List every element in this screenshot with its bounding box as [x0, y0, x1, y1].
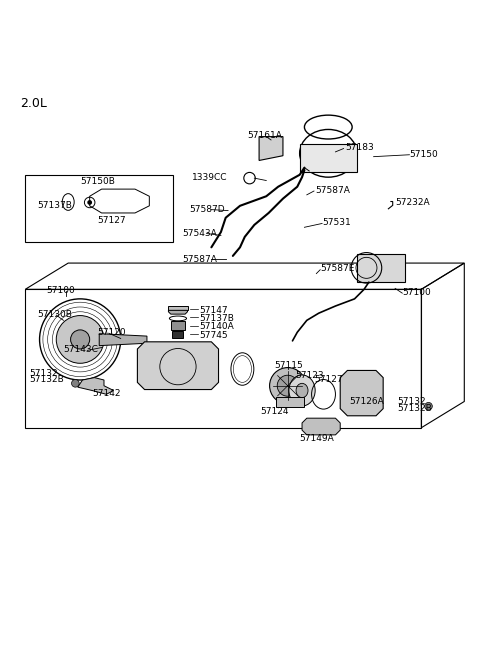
Polygon shape — [357, 253, 405, 282]
Text: 57543A: 57543A — [183, 229, 217, 238]
Text: 57130B: 57130B — [37, 310, 72, 318]
Polygon shape — [168, 306, 188, 310]
Circle shape — [270, 367, 306, 404]
Text: 57115: 57115 — [275, 361, 303, 369]
Ellipse shape — [296, 383, 308, 398]
Text: 57150B: 57150B — [80, 177, 115, 186]
Text: 57127: 57127 — [314, 375, 343, 384]
Circle shape — [56, 316, 104, 364]
Circle shape — [277, 375, 298, 396]
Polygon shape — [171, 322, 185, 330]
Text: 57120: 57120 — [97, 328, 125, 337]
Polygon shape — [172, 331, 183, 338]
Text: 57161A: 57161A — [247, 131, 282, 140]
Ellipse shape — [289, 375, 315, 406]
Text: 57132: 57132 — [29, 369, 58, 378]
Text: 57587E: 57587E — [320, 265, 355, 273]
Ellipse shape — [87, 200, 92, 205]
Text: 57587D: 57587D — [189, 204, 225, 214]
Text: 57126A: 57126A — [350, 398, 384, 407]
Text: 2.0L: 2.0L — [21, 97, 48, 109]
Polygon shape — [99, 333, 147, 346]
Circle shape — [425, 402, 432, 410]
Text: 57143C: 57143C — [63, 345, 98, 354]
Text: 57140A: 57140A — [199, 322, 234, 331]
Text: 57531: 57531 — [322, 218, 351, 227]
Text: 57124: 57124 — [261, 407, 289, 417]
Text: 57123: 57123 — [295, 371, 324, 380]
Text: 57150: 57150 — [409, 150, 438, 159]
Text: 57232A: 57232A — [395, 198, 430, 207]
Text: 57142: 57142 — [92, 389, 120, 398]
Text: 57132: 57132 — [397, 397, 426, 406]
Circle shape — [72, 379, 79, 387]
Polygon shape — [302, 418, 340, 435]
Text: 57147: 57147 — [199, 306, 228, 315]
Text: 57137B: 57137B — [199, 314, 234, 323]
Text: 57149A: 57149A — [300, 434, 335, 443]
Polygon shape — [276, 397, 304, 407]
Text: 57745: 57745 — [199, 331, 228, 340]
Circle shape — [71, 330, 90, 349]
Text: 57183: 57183 — [345, 143, 374, 151]
Text: 57137B: 57137B — [37, 201, 72, 210]
Polygon shape — [300, 143, 357, 172]
Text: 57100: 57100 — [402, 288, 431, 297]
Polygon shape — [137, 342, 218, 390]
Text: 57127: 57127 — [97, 215, 125, 225]
Text: 57587A: 57587A — [315, 185, 350, 195]
Polygon shape — [340, 371, 383, 416]
Polygon shape — [168, 310, 188, 314]
Text: 57132B: 57132B — [397, 404, 432, 413]
Polygon shape — [259, 137, 283, 160]
Text: 1339CC: 1339CC — [192, 173, 228, 181]
Polygon shape — [78, 378, 114, 394]
Text: 57100: 57100 — [47, 286, 75, 295]
Text: 57132B: 57132B — [29, 375, 64, 384]
Text: 57587A: 57587A — [183, 255, 217, 264]
